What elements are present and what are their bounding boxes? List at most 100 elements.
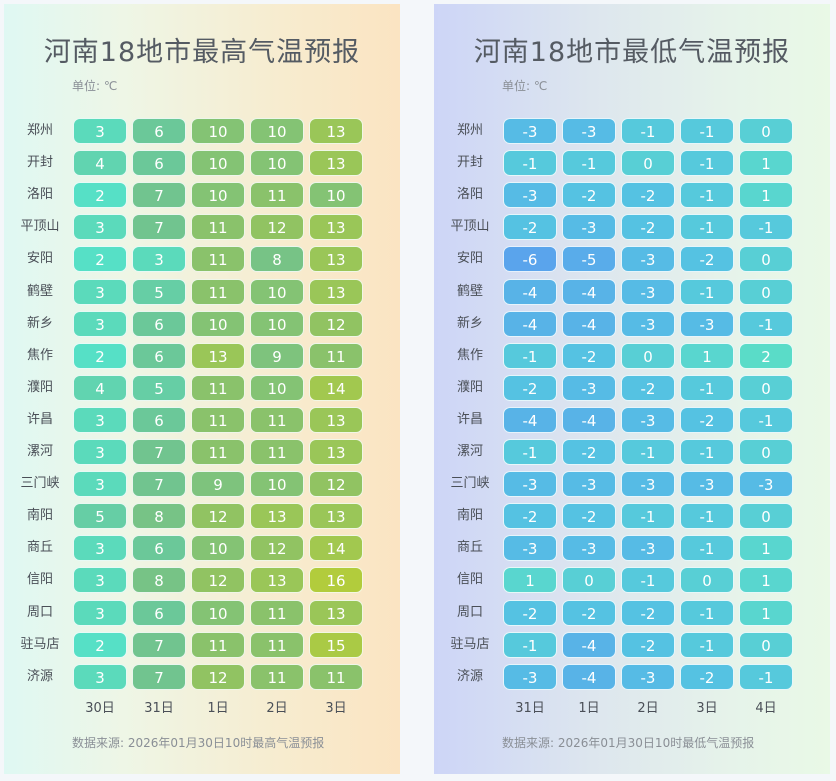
high-city-label: 濮阳 [26, 379, 53, 395]
high-cell: 13 [309, 118, 363, 144]
high-cell: 12 [191, 503, 245, 530]
high-cell: 2 [73, 182, 127, 209]
high-cell: 7 [132, 663, 186, 690]
low-city-label: 鹤壁 [456, 283, 483, 299]
high-cell: 2 [73, 631, 127, 658]
high-cell: 11 [191, 631, 245, 658]
high-cell: 12 [191, 567, 245, 594]
high-cell: 13 [309, 439, 363, 465]
low-cell: -3 [680, 471, 734, 498]
high-cell: 10 [191, 118, 245, 144]
low-cell: 0 [739, 118, 793, 144]
high-cell: 10 [250, 150, 304, 177]
low-city-label: 三门峡 [450, 476, 490, 492]
high-cell: 6 [132, 342, 186, 369]
high-cell: 10 [191, 535, 245, 562]
high-cell: 11 [191, 278, 245, 305]
low-cell: -2 [621, 214, 675, 241]
high-row: 漯河 3 7 11 11 13 [4, 438, 400, 466]
high-cell: 13 [309, 246, 363, 273]
low-cell: -3 [621, 310, 675, 337]
high-cell: 10 [250, 374, 304, 401]
high-temp-panel: 河南18地市最高气温预报 单位: ℃ 郑州 3 6 10 10 13 开封 4 6 10 10 13 洛… [4, 4, 400, 774]
high-cell: 7 [132, 214, 186, 241]
high-cell: 10 [250, 310, 304, 337]
low-cell: -4 [503, 278, 557, 305]
high-cell: 13 [309, 599, 363, 626]
low-cell: -2 [503, 503, 557, 530]
low-city-label: 商丘 [456, 540, 483, 556]
high-row: 商丘 3 6 10 12 14 [4, 534, 400, 562]
high-cell: 8 [132, 567, 186, 594]
low-cell: -4 [503, 310, 557, 337]
low-cell: -2 [621, 182, 675, 209]
low-city-label: 信阳 [456, 572, 483, 588]
low-x-tick: 3日 [696, 701, 718, 716]
low-row: 安阳 -6 -5 -3 -2 0 [434, 245, 830, 273]
high-city-label: 开封 [26, 155, 53, 171]
high-cell: 12 [309, 471, 363, 498]
high-city-label: 平顶山 [20, 219, 60, 235]
low-cell: -2 [680, 406, 734, 433]
high-unit-label: 单位: ℃ [72, 79, 118, 93]
low-row: 濮阳 -2 -3 -2 -1 0 [434, 374, 830, 402]
low-row: 济源 -3 -4 -3 -2 -1 [434, 663, 830, 691]
high-cell: 6 [132, 118, 186, 144]
low-city-label: 开封 [456, 155, 483, 171]
high-row: 洛阳 2 7 10 11 10 [4, 181, 400, 209]
low-cell: -3 [503, 118, 557, 144]
low-city-label: 驻马店 [450, 636, 490, 652]
low-x-tick: 1日 [578, 701, 600, 716]
high-cell: 8 [132, 503, 186, 530]
low-row: 鹤壁 -4 -4 -3 -1 0 [434, 278, 830, 306]
high-cell: 11 [250, 182, 304, 209]
high-cell: 3 [73, 567, 127, 594]
low-cell: -3 [503, 182, 557, 209]
low-cell: -3 [562, 535, 616, 562]
low-city-label: 周口 [456, 604, 483, 620]
high-cell: 11 [191, 374, 245, 401]
low-cell: -4 [562, 631, 616, 658]
high-cell: 4 [73, 374, 127, 401]
low-city-label: 安阳 [456, 251, 483, 267]
high-cell: 10 [191, 599, 245, 626]
high-city-label: 新乡 [26, 315, 53, 331]
low-cell: -1 [621, 118, 675, 144]
high-row: 新乡 3 6 10 10 12 [4, 310, 400, 338]
low-cell: -3 [621, 663, 675, 690]
low-cell: 0 [739, 503, 793, 530]
low-row: 郑州 -3 -3 -1 -1 0 [434, 117, 830, 145]
low-cell: 0 [621, 342, 675, 369]
high-row: 鹤壁 3 5 11 10 13 [4, 278, 400, 306]
low-cell: -5 [562, 246, 616, 273]
low-cell: 1 [739, 182, 793, 209]
high-cell: 12 [250, 535, 304, 562]
low-city-label: 濮阳 [456, 379, 483, 395]
high-x-tick: 1日 [207, 701, 229, 716]
low-row: 商丘 -3 -3 -3 -1 1 [434, 534, 830, 562]
low-x-tick: 2日 [637, 701, 659, 716]
high-cell: 7 [132, 471, 186, 498]
low-cell: -4 [562, 278, 616, 305]
low-cell: -3 [562, 214, 616, 241]
high-cell: 3 [73, 406, 127, 433]
high-cell: 11 [309, 342, 363, 369]
low-row: 三门峡 -3 -3 -3 -3 -3 [434, 470, 830, 498]
high-city-label: 鹤壁 [26, 283, 53, 299]
low-cell: -2 [503, 599, 557, 626]
high-cell: 13 [309, 503, 363, 530]
low-data-source: 数据来源: 2026年01月30日10时最低气温预报 [502, 736, 755, 750]
high-cell: 11 [191, 214, 245, 241]
low-row: 新乡 -4 -4 -3 -3 -1 [434, 310, 830, 338]
low-cell: 1 [739, 150, 793, 177]
low-city-label: 焦作 [456, 347, 483, 363]
low-cell: -3 [680, 310, 734, 337]
low-cell: -1 [739, 214, 793, 241]
high-cell: 3 [73, 439, 127, 465]
low-cell: -2 [503, 374, 557, 401]
low-city-label: 洛阳 [456, 187, 483, 203]
low-cell: -3 [562, 471, 616, 498]
high-cell: 3 [132, 246, 186, 273]
low-cell: 1 [739, 535, 793, 562]
low-cell: -1 [680, 599, 734, 626]
